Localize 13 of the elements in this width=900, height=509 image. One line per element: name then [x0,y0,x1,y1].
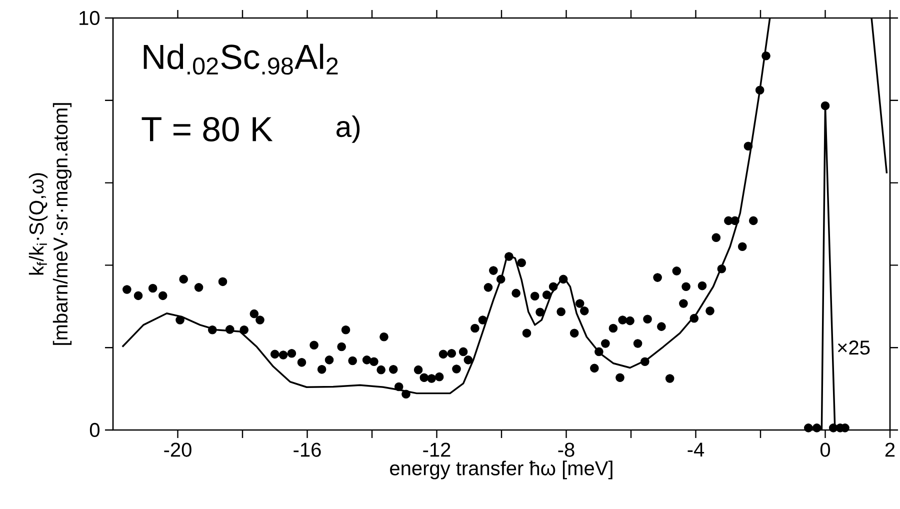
annotation: ×25 [838,340,870,355]
x-tick-label: -20 [164,442,192,457]
y-tick-label: 10 [80,10,100,26]
x-tick-label: 0 [820,442,830,457]
annotation: a) [336,116,360,143]
x-tick-label: -4 [688,442,704,456]
x-tick-label: -8 [558,442,574,457]
x-tick-label: -16 [294,442,321,457]
annotation: Nd$_{.02}$Sc$_{.98}$Al$_{2}$ [144,44,338,75]
x-axis-title: energy transfer ħω [meV] [390,460,612,480]
annotation: T = 80 K [142,116,273,142]
x-tick-label: -12 [423,442,450,457]
x-tick-label: 2 [885,442,895,457]
